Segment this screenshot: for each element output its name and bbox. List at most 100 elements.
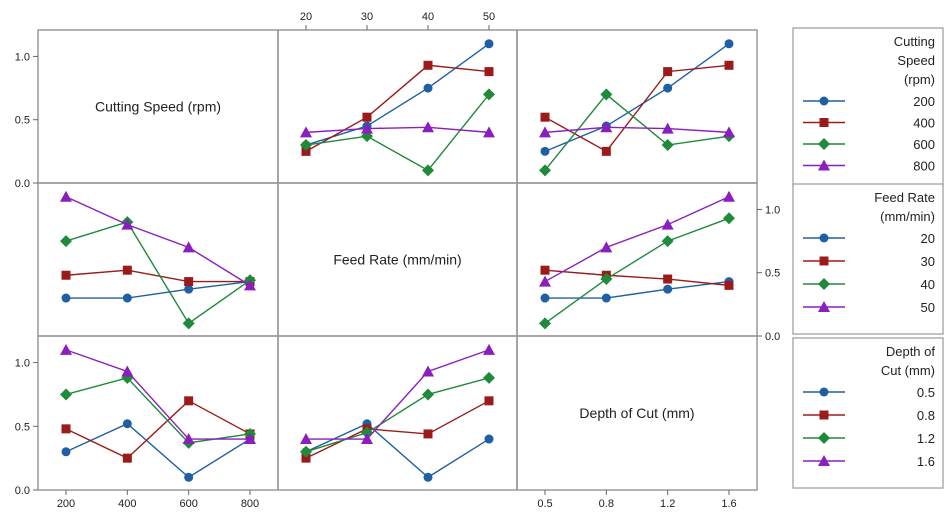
data-point xyxy=(484,396,494,406)
data-point xyxy=(483,343,495,355)
data-point xyxy=(300,433,312,445)
x-tick-label: 800 xyxy=(241,498,259,510)
series-line xyxy=(306,349,490,440)
data-point xyxy=(300,139,312,152)
legend-title: Cut (mm) xyxy=(881,363,935,378)
data-point xyxy=(423,472,433,482)
x-tick-label: 20 xyxy=(300,11,312,23)
data-point xyxy=(422,164,434,177)
data-point xyxy=(61,293,71,303)
x-tick-label: 200 xyxy=(57,498,75,510)
y-tick-label: 0.0 xyxy=(765,331,780,343)
data-point xyxy=(60,190,72,202)
data-point xyxy=(539,275,551,287)
x-tick-label: 30 xyxy=(361,11,373,23)
data-point xyxy=(819,256,829,266)
legend-label: 1.6 xyxy=(917,454,935,469)
data-point xyxy=(61,424,71,434)
data-point xyxy=(483,88,495,101)
data-point xyxy=(184,472,194,482)
series-line xyxy=(65,269,250,283)
data-point xyxy=(724,60,734,70)
data-point xyxy=(60,235,72,248)
data-point xyxy=(818,432,830,444)
legend-box xyxy=(792,183,944,335)
data-point xyxy=(600,88,613,101)
data-point xyxy=(423,429,433,439)
data-point xyxy=(818,301,830,312)
data-point xyxy=(300,445,312,458)
data-point xyxy=(540,112,550,122)
data-point xyxy=(182,433,195,445)
data-point xyxy=(423,83,433,93)
data-point xyxy=(540,265,550,275)
data-point xyxy=(818,138,830,150)
data-point xyxy=(483,126,495,138)
panel-frame xyxy=(37,335,279,491)
legend-label: 800 xyxy=(913,159,935,174)
data-point xyxy=(723,190,735,202)
legend-label: 200 xyxy=(913,94,935,109)
series-line xyxy=(65,422,251,479)
data-point xyxy=(539,164,551,177)
data-point xyxy=(819,96,829,106)
panel-frame xyxy=(516,335,758,491)
legend-label: 600 xyxy=(913,137,935,152)
legend-title: Cutting xyxy=(894,34,935,49)
series-line xyxy=(305,43,490,146)
legend-box xyxy=(792,337,944,489)
data-point xyxy=(663,274,673,284)
data-point xyxy=(61,270,71,280)
factor-label: Cutting Speed (rpm) xyxy=(95,99,221,115)
x-tick-label: 1.6 xyxy=(721,498,736,510)
legend-label: 1.2 xyxy=(917,431,935,446)
data-point xyxy=(724,39,734,49)
data-point xyxy=(600,241,613,253)
legend-title: (rpm) xyxy=(904,72,935,87)
data-point xyxy=(361,122,373,134)
series-line xyxy=(305,400,490,459)
data-point xyxy=(724,280,734,290)
data-point xyxy=(422,121,434,133)
series-line xyxy=(65,196,251,286)
legend-label: 0.8 xyxy=(917,408,935,423)
legend-title: (mm/min) xyxy=(880,209,935,224)
data-point xyxy=(484,39,494,49)
data-point xyxy=(61,447,71,457)
data-point xyxy=(539,126,551,138)
series-line xyxy=(65,349,250,440)
data-point xyxy=(818,159,830,171)
y-tick-label: 0.5 xyxy=(15,421,30,433)
legend-box xyxy=(792,27,944,187)
data-point xyxy=(661,122,674,134)
x-tick-label: 50 xyxy=(483,11,495,23)
legend-title: Feed Rate xyxy=(874,190,935,205)
factor-label: Depth of Cut (mm) xyxy=(579,405,694,421)
data-point xyxy=(122,419,132,429)
series-line xyxy=(544,43,730,153)
data-point xyxy=(182,317,195,330)
data-point xyxy=(661,235,674,248)
legend-title: Depth of xyxy=(886,344,936,359)
series-line xyxy=(305,126,490,134)
data-point xyxy=(122,293,132,303)
data-point xyxy=(601,293,611,303)
x-tick-label: 1.2 xyxy=(660,498,675,510)
data-point xyxy=(723,126,735,138)
series-line xyxy=(544,196,730,283)
data-point xyxy=(818,278,830,290)
data-point xyxy=(484,67,494,77)
data-point xyxy=(539,317,551,330)
data-point xyxy=(663,67,673,77)
data-point xyxy=(122,453,132,463)
data-point xyxy=(540,146,550,156)
series-line xyxy=(65,221,251,325)
data-point xyxy=(819,387,829,397)
series-line xyxy=(544,217,730,324)
y-tick-label: 1.0 xyxy=(15,358,30,370)
series-line xyxy=(544,269,730,287)
y-tick-label: 1.0 xyxy=(765,204,780,216)
x-tick-label: 400 xyxy=(118,498,136,510)
x-tick-label: 600 xyxy=(179,498,197,510)
legend-label: 0.5 xyxy=(917,385,935,400)
